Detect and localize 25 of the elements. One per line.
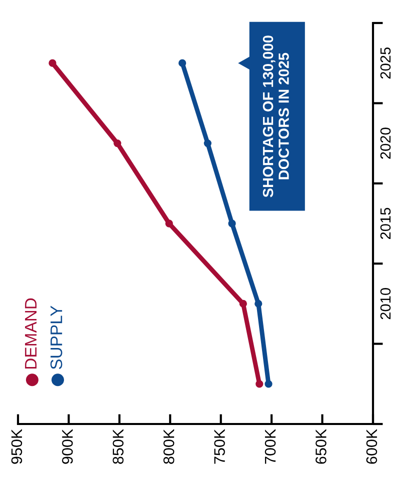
point bbox=[254, 300, 262, 308]
y-tick-label: 2020 bbox=[380, 128, 391, 159]
point bbox=[178, 59, 186, 67]
text: DEMAND bbox=[25, 298, 37, 368]
point bbox=[264, 380, 272, 388]
point bbox=[228, 220, 236, 228]
point bbox=[165, 220, 173, 228]
text: SUPPLY bbox=[50, 306, 62, 370]
point bbox=[256, 380, 264, 388]
annotation: SHORTAGE OF 130,000 DOCTORS IN 2025 bbox=[262, 36, 289, 198]
point bbox=[48, 59, 56, 67]
y-tick-label: 2025 bbox=[380, 47, 391, 79]
x-tick-label: 650K bbox=[316, 429, 326, 464]
x-tick-label: 850K bbox=[112, 429, 124, 464]
x-tick-label: 950K bbox=[11, 429, 22, 464]
x-tick-label: 800K bbox=[163, 429, 174, 464]
x-tick-label: 750K bbox=[214, 429, 225, 464]
x-tick-label: 900K bbox=[62, 429, 73, 464]
point bbox=[204, 139, 212, 148]
point bbox=[114, 139, 122, 148]
y-tick-label: 2010 bbox=[380, 288, 391, 320]
y-tick-label: 2015 bbox=[380, 208, 391, 239]
x-tick-label: 700K bbox=[264, 429, 276, 464]
point bbox=[239, 300, 247, 308]
x-tick-label: 600K bbox=[366, 429, 378, 464]
